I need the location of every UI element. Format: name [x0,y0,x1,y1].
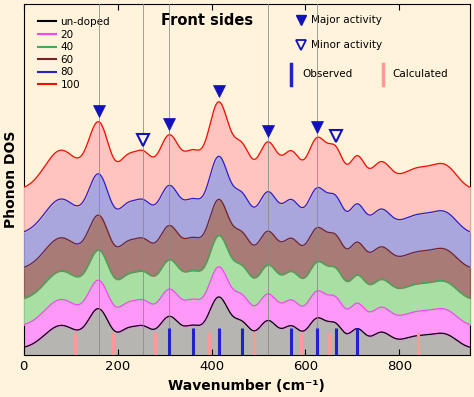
Text: Calculated: Calculated [392,69,448,79]
Text: Major activity: Major activity [311,15,383,25]
Legend: un-doped, 20, 40, 60, 80, 100: un-doped, 20, 40, 60, 80, 100 [33,13,114,94]
Text: Minor activity: Minor activity [311,40,383,50]
Text: Front sides: Front sides [161,13,253,28]
Y-axis label: Phonon DOS: Phonon DOS [4,131,18,229]
X-axis label: Wavenumber (cm⁻¹): Wavenumber (cm⁻¹) [168,379,325,393]
Text: Observed: Observed [302,69,353,79]
